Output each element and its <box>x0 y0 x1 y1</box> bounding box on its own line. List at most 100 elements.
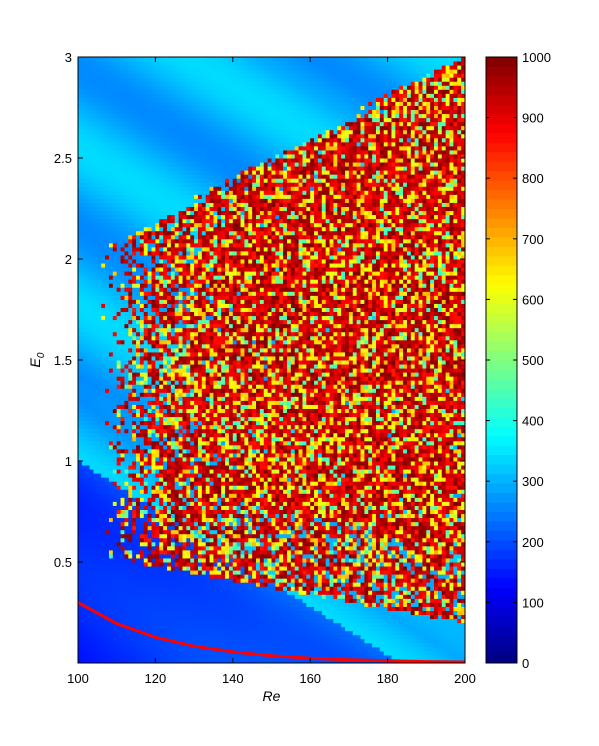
heatmap-cell <box>182 61 187 66</box>
heatmap-cell <box>159 650 164 656</box>
heatmap-cell <box>178 141 183 147</box>
heatmap-cell <box>136 61 141 66</box>
heatmap-cell <box>182 275 187 280</box>
heatmap-cell <box>143 456 149 462</box>
heatmap-cell <box>116 166 122 171</box>
heatmap-cell <box>120 250 125 256</box>
heatmap-cell <box>128 380 133 385</box>
heatmap-cell <box>159 214 164 220</box>
heatmap-cell <box>155 638 160 644</box>
heatmap-cell <box>124 141 129 147</box>
heatmap-cell <box>197 424 203 430</box>
heatmap-cell <box>201 570 207 575</box>
heatmap-cell <box>194 622 199 628</box>
heatmap-cell <box>101 642 106 648</box>
heatmap-cell <box>97 238 102 244</box>
heatmap-cell <box>143 267 149 272</box>
heatmap-cell <box>190 355 195 361</box>
heatmap-cell <box>124 182 129 187</box>
heatmap-cell <box>170 137 176 143</box>
heatmap-cell <box>136 650 141 656</box>
heatmap-cell <box>93 634 98 640</box>
heatmap-cell <box>143 489 149 494</box>
heatmap-cell <box>112 182 118 187</box>
heatmap-cell <box>120 242 125 248</box>
heatmap-cell <box>139 489 145 494</box>
heatmap-cell <box>116 319 122 325</box>
heatmap-cell <box>139 125 145 131</box>
heatmap-cell <box>136 291 141 296</box>
heatmap-cell <box>108 303 114 308</box>
heatmap-cell <box>170 456 176 462</box>
heatmap-cell <box>124 424 129 430</box>
heatmap-cell <box>97 529 102 535</box>
heatmap-cell <box>190 626 195 632</box>
heatmap-cell <box>101 335 106 341</box>
heatmap-cell <box>197 137 203 143</box>
heatmap-cell <box>124 162 129 167</box>
heatmap-cell <box>174 440 180 446</box>
heatmap-cell <box>186 149 191 155</box>
heatmap-cell <box>101 404 106 409</box>
heatmap-cell <box>190 170 195 175</box>
heatmap-cell <box>136 226 141 232</box>
heatmap-cell <box>194 416 199 422</box>
heatmap-cell <box>151 549 156 555</box>
heatmap-cell <box>78 448 83 454</box>
heatmap-cell <box>136 384 141 389</box>
heatmap-cell <box>178 388 183 393</box>
heatmap-cell <box>170 590 176 595</box>
heatmap-cell <box>163 618 168 624</box>
heatmap-cell <box>163 77 168 82</box>
heatmap-cell <box>93 638 98 644</box>
heatmap-cell <box>174 283 180 288</box>
heatmap-cell <box>78 250 83 256</box>
heatmap-cell <box>101 606 106 611</box>
heatmap-cell <box>81 93 87 98</box>
heatmap-cell <box>143 242 149 248</box>
heatmap-cell <box>128 149 133 155</box>
heatmap-cell <box>155 533 160 539</box>
heatmap-cell <box>132 279 137 284</box>
heatmap-cell <box>201 275 207 280</box>
heatmap-cell <box>81 162 87 167</box>
heatmap-cell <box>78 315 83 321</box>
heatmap-cell <box>167 364 172 369</box>
heatmap-cell <box>186 186 191 191</box>
heatmap-cell <box>112 133 118 139</box>
heatmap-cell <box>116 428 122 434</box>
heatmap-cell <box>128 557 133 563</box>
heatmap-cell <box>101 638 106 644</box>
heatmap-cell <box>155 529 160 535</box>
heatmap-cell <box>174 190 180 195</box>
heatmap-cell <box>167 630 172 636</box>
heatmap-cell <box>81 566 87 571</box>
heatmap-cell <box>194 315 199 321</box>
heatmap-cell <box>108 380 114 385</box>
heatmap-cell <box>97 145 102 151</box>
heatmap-cell <box>163 61 168 66</box>
heatmap-cell <box>124 380 129 385</box>
heatmap-cell <box>163 141 168 147</box>
heatmap-cell <box>132 376 137 381</box>
heatmap-cell <box>174 533 180 539</box>
heatmap-cell <box>136 101 141 106</box>
heatmap-cell <box>132 606 137 611</box>
heatmap-cell <box>105 574 110 579</box>
heatmap-cell <box>105 210 110 216</box>
heatmap-cell <box>85 230 91 236</box>
heatmap-cell <box>186 65 191 70</box>
heatmap-cell <box>124 586 129 591</box>
heatmap-cell <box>190 638 195 644</box>
heatmap-cell <box>81 626 87 632</box>
heatmap-cell <box>85 73 91 78</box>
heatmap-cell <box>174 493 180 498</box>
heatmap-cell <box>136 182 141 187</box>
heatmap-cell <box>201 545 207 551</box>
heatmap-cell <box>124 343 129 349</box>
heatmap-cell <box>159 432 164 438</box>
heatmap-cell <box>108 234 114 240</box>
heatmap-cell <box>143 404 149 409</box>
heatmap-cell <box>89 101 94 106</box>
heatmap-cell <box>194 465 199 470</box>
